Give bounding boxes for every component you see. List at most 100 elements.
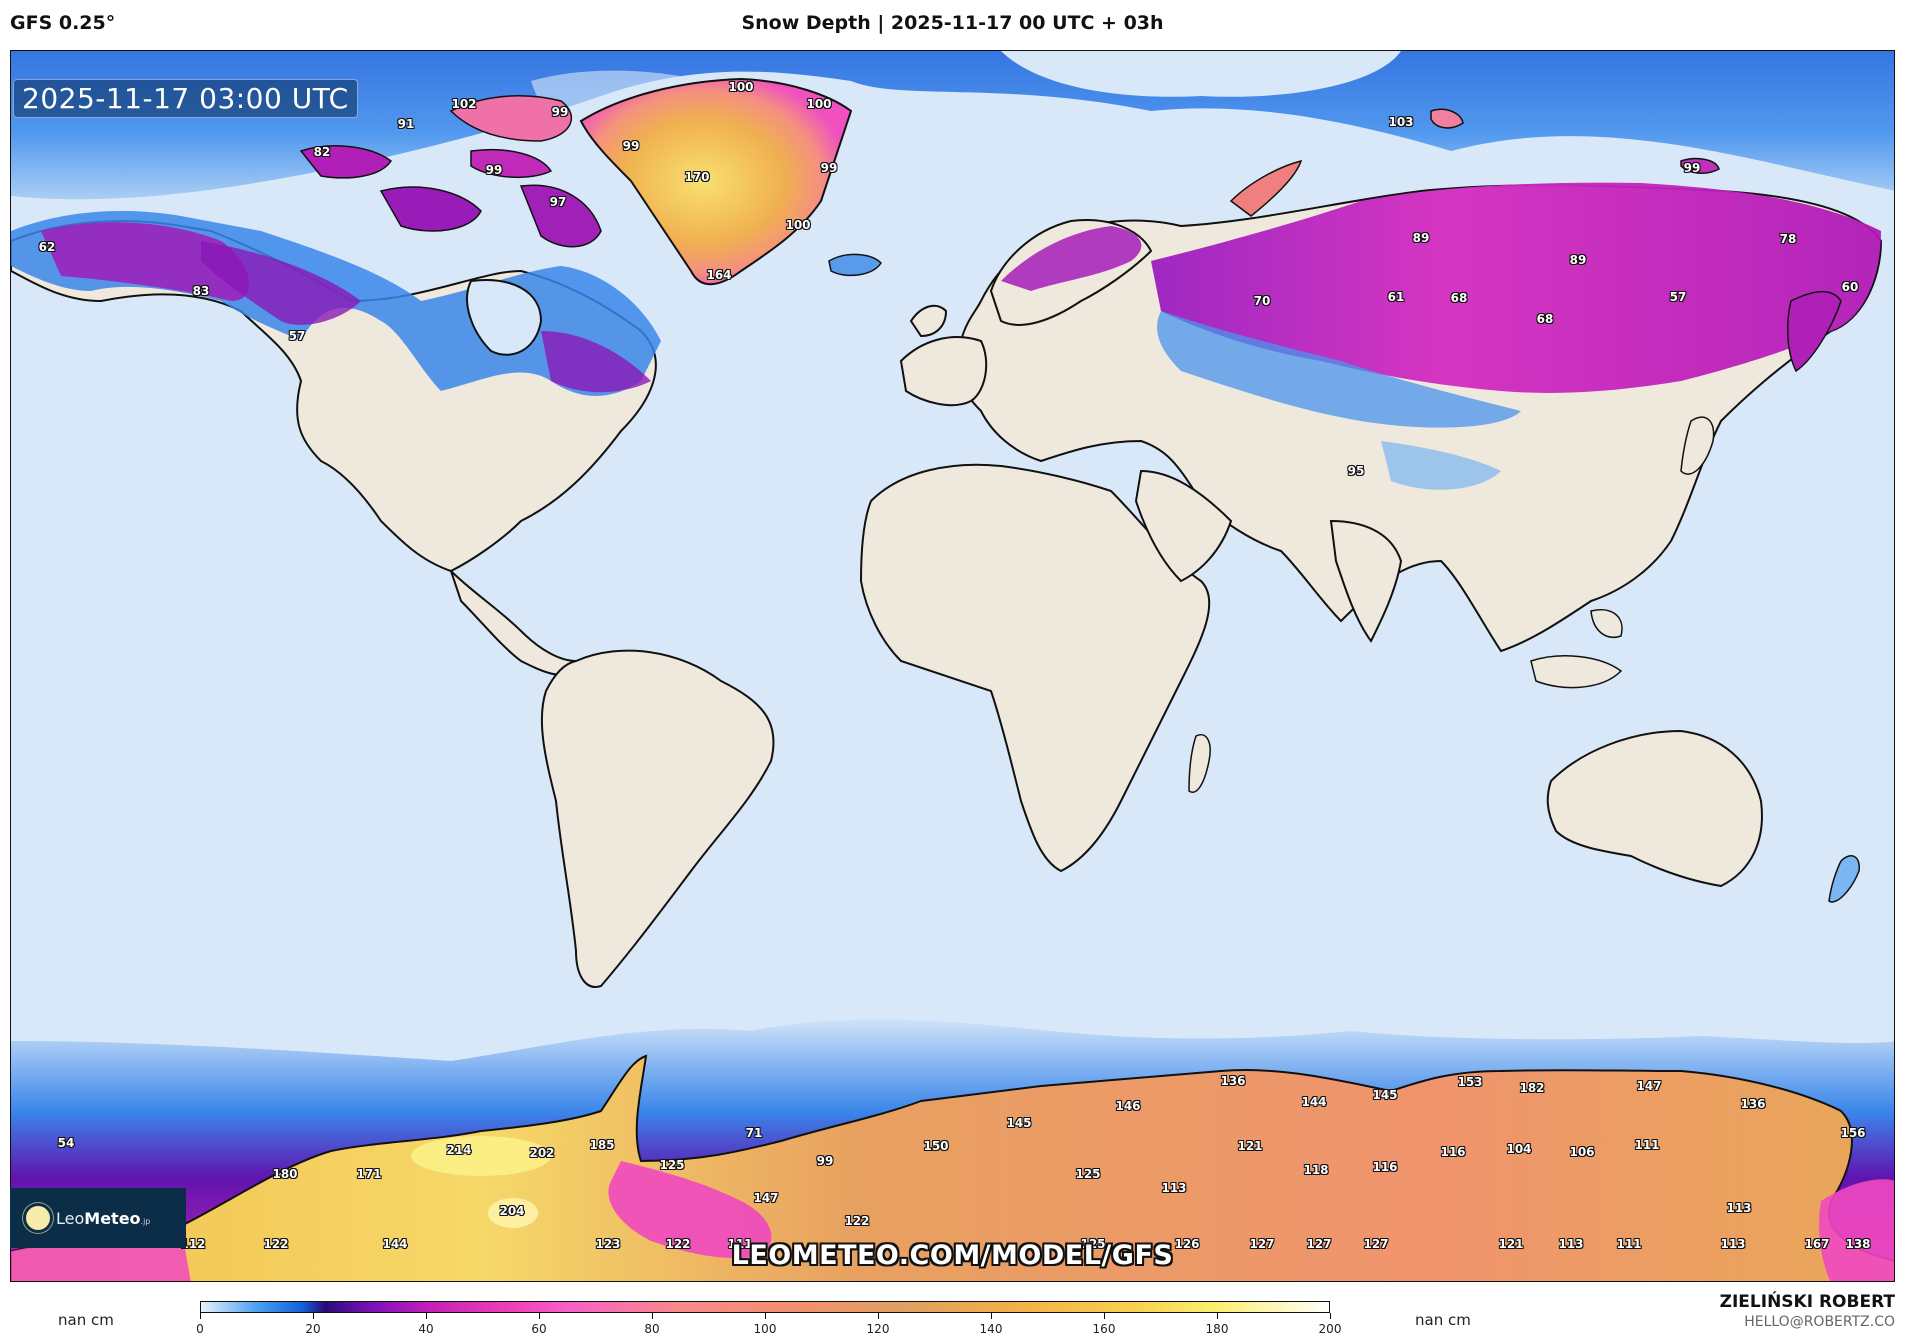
colorbar-tick-label: 40 <box>418 1322 434 1336</box>
snow-depth-value: 89 <box>1412 231 1430 245</box>
snow-depth-value: 95 <box>1347 464 1365 478</box>
colorbar-tick-label: 0 <box>196 1322 204 1336</box>
snow-depth-value: 113 <box>1161 1181 1187 1195</box>
snow-depth-value: 97 <box>549 195 567 209</box>
snow-depth-value: 146 <box>1115 1099 1141 1113</box>
snow-depth-value: 68 <box>1536 312 1554 326</box>
snow-depth-value: 70 <box>1253 294 1271 308</box>
snow-depth-value: 182 <box>1519 1081 1545 1095</box>
snow-depth-map: 2025-11-17 03:00 UTC <box>10 50 1895 1282</box>
snow-depth-value: 171 <box>356 1167 382 1181</box>
snow-depth-value: 145 <box>1372 1088 1398 1102</box>
snow-depth-value: 62 <box>38 240 56 254</box>
snow-depth-value: 57 <box>1669 290 1687 304</box>
logo-text: LeoMeteo.jp <box>56 1208 151 1228</box>
unit-label-right: nan cm <box>1415 1311 1471 1329</box>
snow-depth-value: 121 <box>1498 1237 1524 1251</box>
snow-depth-value: 116 <box>1440 1145 1466 1159</box>
snow-depth-value: 136 <box>1220 1074 1246 1088</box>
colorbar-tick-label: 20 <box>305 1322 321 1336</box>
snow-depth-value: 99 <box>622 139 640 153</box>
colorbar-tick-label: 80 <box>644 1322 660 1336</box>
snow-depth-value: 122 <box>263 1237 289 1251</box>
snow-depth-value: 170 <box>684 170 710 184</box>
valid-time-badge: 2025-11-17 03:00 UTC <box>13 79 358 118</box>
snow-depth-value: 156 <box>1840 1126 1866 1140</box>
snow-depth-value: 78 <box>1779 232 1797 246</box>
snow-depth-value: 99 <box>820 161 838 175</box>
colorbar-tick-label: 60 <box>531 1322 547 1336</box>
snow-depth-value: 122 <box>844 1214 870 1228</box>
colorbar-tick <box>1330 1313 1331 1319</box>
snow-depth-value: 125 <box>1075 1167 1101 1181</box>
snow-depth-value: 104 <box>1506 1142 1532 1156</box>
snow-depth-value: 99 <box>485 163 503 177</box>
sun-icon <box>26 1206 50 1230</box>
snow-depth-value: 99 <box>1683 161 1701 175</box>
snow-depth-value: 144 <box>382 1237 408 1251</box>
colorbar-tick <box>878 1313 879 1319</box>
chart-title: Snow Depth | 2025-11-17 00 UTC + 03h <box>741 12 1164 34</box>
snow-depth-value: 147 <box>753 1191 779 1205</box>
snow-depth-value: 100 <box>785 218 811 232</box>
author-credit: ZIELIŃSKI ROBERT HELLO@ROBERTZ.CO <box>1720 1292 1895 1330</box>
colorbar-tick <box>765 1313 766 1319</box>
colorbar <box>200 1301 1330 1313</box>
colorbar-tick-label: 180 <box>1205 1322 1229 1336</box>
colorbar-tick <box>200 1313 201 1319</box>
colorbar-tick-label: 100 <box>753 1322 777 1336</box>
snow-depth-value: 125 <box>1080 1237 1106 1251</box>
snow-depth-value: 147 <box>1636 1079 1662 1093</box>
leometeo-logo: LeoMeteo.jp <box>10 1188 186 1248</box>
snow-depth-value: 126 <box>1174 1237 1200 1251</box>
model-label: GFS 0.25° <box>10 12 116 34</box>
snow-depth-value: 145 <box>1006 1116 1032 1130</box>
author-email: HELLO@ROBERTZ.CO <box>1744 1314 1895 1330</box>
snow-depth-value: 112 <box>180 1237 206 1251</box>
colorbar-tick <box>313 1313 314 1319</box>
snow-depth-value: 89 <box>1569 253 1587 267</box>
snow-depth-value: 150 <box>923 1139 949 1153</box>
snow-depth-value: 164 <box>706 268 732 282</box>
colorbar-tick-label: 160 <box>1092 1322 1116 1336</box>
snow-depth-value: 111 <box>1616 1237 1642 1251</box>
snow-depth-value: 122 <box>665 1237 691 1251</box>
snow-depth-value: 100 <box>728 80 754 94</box>
snow-depth-value: 113 <box>1720 1237 1746 1251</box>
snow-depth-value: 60 <box>1841 280 1859 294</box>
snow-depth-value: 91 <box>397 117 415 131</box>
snow-depth-value: 106 <box>1569 1145 1595 1159</box>
snow-depth-value: 167 <box>1804 1237 1830 1251</box>
snow-depth-value: 99 <box>551 105 569 119</box>
snow-depth-value: 111 <box>727 1237 753 1251</box>
snow-depth-value: 61 <box>1387 290 1405 304</box>
author-name: ZIELIŃSKI ROBERT <box>1719 1292 1895 1312</box>
snow-depth-value: 153 <box>1457 1075 1483 1089</box>
colorbar-tick <box>1217 1313 1218 1319</box>
snow-depth-value: 121 <box>1237 1139 1263 1153</box>
snow-depth-value: 111 <box>1634 1138 1660 1152</box>
colorbar-tick-label: 200 <box>1318 1322 1342 1336</box>
snow-depth-value: 144 <box>1301 1095 1327 1109</box>
snow-depth-value: 113 <box>1558 1237 1584 1251</box>
site-watermark: LEOMETEO.COM/MODEL/GFS <box>731 1240 1174 1271</box>
colorbar-tick <box>1104 1313 1105 1319</box>
snow-depth-value: 116 <box>1372 1160 1398 1174</box>
snow-depth-value: 68 <box>1450 291 1468 305</box>
snow-depth-value: 99 <box>816 1154 834 1168</box>
snow-depth-value: 127 <box>1249 1237 1275 1251</box>
snow-depth-value: 103 <box>1388 115 1414 129</box>
snow-depth-value: 138 <box>1845 1237 1871 1251</box>
colorbar-tick <box>539 1313 540 1319</box>
unit-label-left: nan cm <box>58 1311 114 1329</box>
snow-depth-value: 204 <box>499 1204 525 1218</box>
snow-depth-value: 123 <box>595 1237 621 1251</box>
colorbar-tick-label: 140 <box>979 1322 1003 1336</box>
snow-depth-value: 127 <box>1306 1237 1332 1251</box>
snow-depth-value: 185 <box>589 1138 615 1152</box>
snow-depth-value: 82 <box>313 145 331 159</box>
colorbar-tick <box>991 1313 992 1319</box>
snow-depth-value: 136 <box>1740 1097 1766 1111</box>
colorbar-tick-label: 120 <box>866 1322 890 1336</box>
snow-depth-value: 180 <box>272 1167 298 1181</box>
